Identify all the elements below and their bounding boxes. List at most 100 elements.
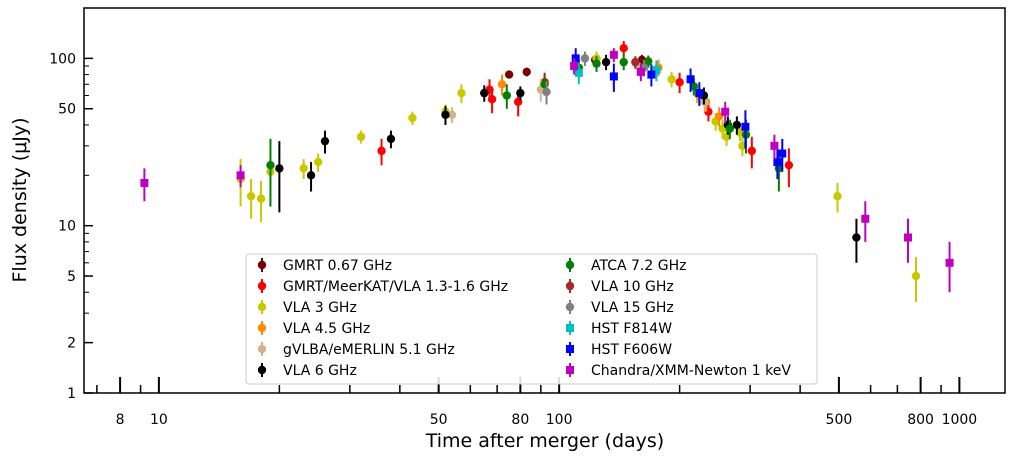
data-point	[714, 112, 724, 121]
legend-marker	[257, 302, 267, 312]
legend-marker	[565, 260, 575, 270]
data-point	[386, 134, 396, 144]
data-point	[652, 66, 661, 75]
y-axis-label: Flux density (μJy)	[9, 118, 31, 283]
data-point	[266, 160, 275, 170]
data-point	[592, 59, 601, 68]
legend-marker	[565, 302, 575, 312]
y-axis: 1 2 5 10 50 100	[49, 7, 93, 402]
data-point	[140, 178, 149, 187]
data-point	[695, 89, 704, 98]
data-point	[377, 146, 386, 156]
data-point	[497, 80, 507, 89]
data-point	[522, 67, 531, 77]
x-tick-label: 10	[150, 412, 168, 428]
legend-box	[245, 253, 818, 385]
data-point	[770, 141, 779, 150]
data-point	[256, 194, 266, 203]
data-point	[689, 82, 699, 91]
legend-label: VLA 3 GHz	[283, 300, 357, 316]
data-point	[246, 192, 256, 201]
data-point	[631, 57, 640, 67]
legend-label: Chandra/XMM-Newton 1 keV	[591, 363, 791, 379]
data-point	[447, 110, 457, 119]
x-tick-label: 500	[826, 412, 853, 428]
x-axis: 8 10 50 80 100 500 800 1000	[96, 377, 978, 428]
legend: GMRT 0.67 GHz GMRT/MeerKAT/VLA 1.3-1.6 GH…	[245, 253, 818, 385]
data-point	[571, 54, 580, 63]
legend-marker	[565, 281, 575, 291]
data-point	[747, 146, 757, 156]
data-point	[457, 88, 466, 98]
data-point	[441, 110, 450, 119]
data-point	[320, 136, 330, 146]
data-point	[313, 157, 323, 167]
data-point	[911, 271, 921, 281]
data-point	[609, 50, 618, 59]
legend-label: VLA 10 GHz	[591, 279, 674, 295]
data-point	[504, 70, 514, 79]
data-point	[773, 158, 782, 167]
y-tick-label: 10	[58, 219, 76, 235]
y-tick-label: 5	[67, 269, 76, 285]
data-point	[721, 107, 730, 116]
data-point	[609, 72, 618, 81]
legend-label: HST F814W	[591, 321, 672, 337]
data-point	[408, 113, 417, 123]
data-point	[686, 75, 695, 84]
legend-label: VLA 6 GHz	[283, 363, 357, 379]
data-point	[580, 54, 590, 63]
data-point	[636, 67, 645, 76]
legend-label: gVLBA/eMERLIN 5.1 GHz	[283, 342, 455, 358]
legend-marker	[566, 345, 574, 353]
y-tick-label: 100	[49, 51, 76, 67]
data-point	[570, 62, 579, 71]
data-point	[861, 214, 870, 223]
data-point	[619, 57, 628, 67]
data-point	[574, 68, 583, 77]
x-tick-label: 800	[907, 412, 934, 428]
legend-marker	[566, 366, 574, 374]
data-point	[644, 57, 653, 66]
data-point	[741, 122, 750, 131]
legend-label: VLA 15 GHz	[591, 300, 674, 316]
legend-label: GMRT/MeerKAT/VLA 1.3-1.6 GHz	[283, 279, 508, 295]
data-point	[647, 70, 656, 79]
y-tick-label: 2	[67, 336, 76, 352]
data-point	[236, 171, 245, 180]
x-axis-label: Time after merger (days)	[425, 430, 664, 452]
data-point	[725, 124, 735, 133]
x-tick-label: 80	[511, 412, 529, 428]
data-point	[601, 57, 611, 67]
data-point	[356, 132, 366, 141]
legend-label: VLA 4.5 GHz	[283, 321, 370, 337]
y-tick-label: 50	[58, 102, 76, 118]
data-point	[480, 88, 489, 98]
x-tick-label: 1000	[942, 412, 978, 428]
data-point	[516, 88, 525, 98]
data-point	[306, 171, 316, 180]
data-point	[833, 192, 842, 201]
legend-marker	[566, 324, 574, 332]
y-tick-label: 1	[67, 386, 76, 402]
legend-marker	[257, 260, 267, 270]
legend-marker	[257, 365, 267, 375]
legend-label: ATCA 7.2 GHz	[591, 258, 686, 274]
x-tick-label: 100	[546, 412, 573, 428]
data-point	[732, 120, 742, 130]
data-point	[542, 87, 551, 97]
data-point	[540, 80, 549, 89]
data-point	[667, 75, 676, 84]
data-point	[299, 164, 308, 173]
data-point	[502, 91, 511, 100]
data-point	[778, 149, 787, 158]
data-point	[945, 258, 954, 267]
data-point	[722, 132, 731, 141]
legend-marker	[257, 281, 267, 291]
data-markers	[140, 40, 954, 302]
data-point	[487, 95, 497, 104]
legend-label: HST F606W	[591, 342, 672, 358]
x-tick-label: 50	[430, 412, 448, 428]
data-point	[619, 44, 628, 53]
